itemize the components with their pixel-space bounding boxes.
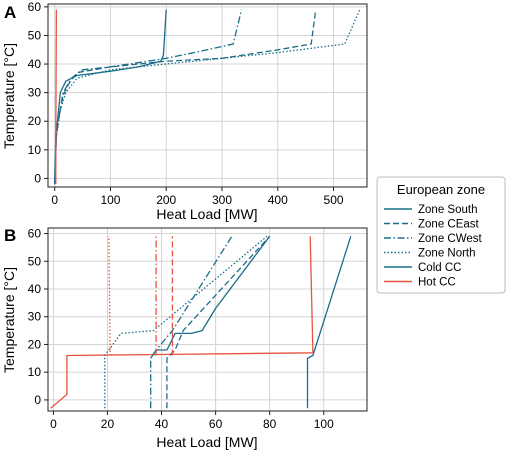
panel-b-ylabel: Temperature [°C] — [1, 267, 17, 373]
legend-items: Zone South Zone CEast Zone CWest Zone North… — [384, 204, 483, 289]
panel-a-xtick-label: 300 — [212, 193, 232, 207]
panel-a-ytick-label: 10 — [28, 143, 42, 157]
panel-a-ytick-label: 20 — [28, 114, 42, 128]
panel-letter-a: A — [4, 3, 16, 22]
legend-entry-label: Zone CEast — [418, 219, 480, 231]
panel-a-xtick-label: 100 — [100, 193, 120, 207]
panel-b-series-cold-cc — [306, 236, 352, 409]
legend: European zone Zone South Zone CEast Zone C… — [376, 176, 506, 294]
panel-b-xtick-label: 0 — [50, 417, 57, 431]
panel-a-series-zone-cwest — [54, 9, 243, 185]
panel-a-series-hot-cc — [55, 9, 58, 185]
panel-b-xtick-label: 80 — [263, 417, 277, 431]
panel-b-xtick-label: 100 — [314, 417, 334, 431]
panel-b-series-hot-cc — [50, 236, 314, 409]
panel-a-series — [54, 9, 361, 185]
panel-a-frame — [47, 3, 368, 188]
legend-entry-label: Zone CWest — [418, 233, 483, 245]
panel-b-xtick-label: 60 — [209, 417, 223, 431]
panel-b-grid — [48, 228, 367, 411]
panel-a-ytick-label: 40 — [28, 57, 42, 71]
legend-entry-label: Cold CC — [418, 262, 461, 274]
panel-a-xtick-label: 500 — [324, 193, 344, 207]
panel-a-xtick-label: 200 — [156, 193, 176, 207]
panel-b-ytick-label: 60 — [28, 227, 42, 241]
panel-a-ytick-label: 60 — [28, 0, 42, 14]
legend-entry-label: Hot CC — [418, 277, 456, 289]
panel-b-ytick-label: 30 — [28, 310, 42, 324]
panel-a-series-zone-south — [54, 9, 167, 185]
panel-b-xtick-label: 40 — [155, 417, 169, 431]
panel-a-xtick-label: 400 — [268, 193, 288, 207]
legend-box — [376, 176, 506, 294]
panel-a-xlabel: Heat Load [MW] — [156, 206, 257, 222]
panel-a: A 0 100 200 300 400 500 0 10 20 30 40 50 60 Heat Loa… — [1, 0, 368, 222]
panel-a-ticks: 0 100 200 300 400 500 0 10 20 30 40 50 60 — [28, 0, 344, 207]
panel-a-ylabel: Temperature [°C] — [1, 43, 17, 149]
panel-b-series-hot-cc-zone — [108, 236, 111, 356]
panel-a-ytick-label: 30 — [28, 86, 42, 100]
panel-b-xtick-label: 20 — [101, 417, 115, 431]
panel-b-ytick-label: 50 — [28, 254, 42, 268]
panel-letter-b: B — [4, 226, 16, 245]
panel-a-series-zone-north — [54, 9, 361, 185]
panel-b-series-zone-ceast — [166, 235, 271, 409]
panel-a-series-zone-ceast — [54, 9, 317, 185]
panel-b-xlabel: Heat Load [MW] — [156, 434, 257, 450]
panel-a-xtick-label: 0 — [51, 193, 58, 207]
panel-b-ytick-label: 40 — [28, 282, 42, 296]
panel-b-series — [50, 235, 352, 409]
panel-a-grid — [48, 4, 367, 187]
panel-b-ytick-label: 0 — [34, 393, 41, 407]
panel-a-ytick-label: 0 — [34, 171, 41, 185]
legend-title: European zone — [397, 182, 485, 197]
panel-b-ticks: 0 20 40 60 80 100 0 10 20 30 40 50 60 — [28, 227, 334, 431]
panel-b-frame — [47, 227, 368, 412]
legend-entry-label: Zone North — [418, 248, 476, 260]
panel-b-series-zone-south — [150, 235, 271, 359]
panel-b-series-zone-north — [104, 235, 268, 409]
panel-b: B 0 20 40 60 80 100 0 10 20 30 40 50 60 Heat Load [M… — [1, 226, 368, 450]
panel-b-ytick-label: 20 — [28, 337, 42, 351]
panel-a-ytick-label: 50 — [28, 28, 42, 42]
legend-entry-label: Zone South — [418, 204, 477, 216]
panel-b-ytick-label: 10 — [28, 365, 42, 379]
